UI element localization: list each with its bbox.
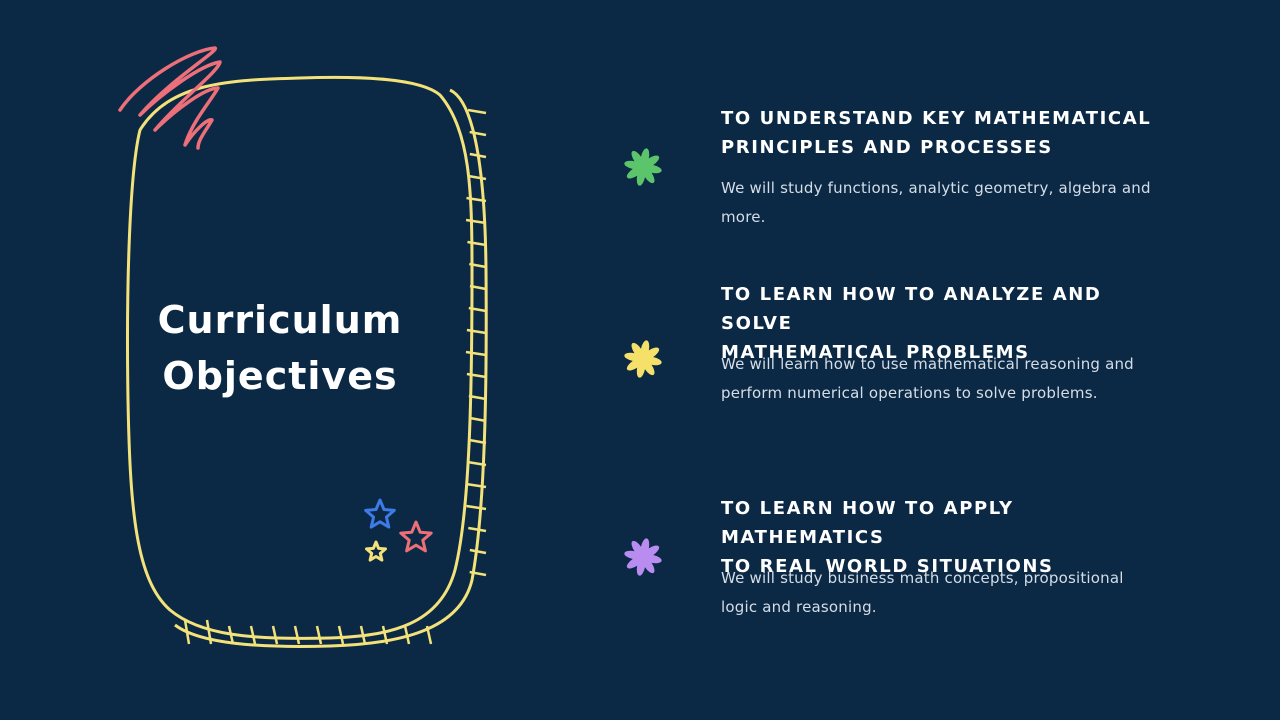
ladder-rung <box>465 218 487 225</box>
objective-heading-line-1: TO LEARN HOW TO ANALYZE AND SOLVE <box>721 284 1102 334</box>
title-line-1: Curriculum <box>157 298 403 342</box>
ladder-rung <box>469 262 487 269</box>
ladder-rung <box>469 570 487 577</box>
ladder-rung <box>469 130 487 137</box>
ladder-rung <box>403 625 411 645</box>
ladder-rung <box>469 438 487 445</box>
ladder-rung <box>337 625 345 645</box>
star-doodle-icon <box>399 520 433 553</box>
asterisk-doodle-icon <box>624 340 662 378</box>
frame-outline <box>126 75 474 640</box>
objective-heading-line-2: PRINCIPLES AND PROCESSES <box>721 137 1053 158</box>
ladder-rung <box>205 619 213 645</box>
ladder-rung <box>469 152 487 159</box>
ladder-rung <box>466 196 487 203</box>
ladder-rung <box>467 460 487 467</box>
ladder-rung <box>467 108 487 115</box>
ladder-rung <box>469 548 487 555</box>
scribble-doodle <box>118 46 222 150</box>
objective-description: We will learn how to use mathematical re… <box>721 355 1134 402</box>
ladder-rung <box>227 625 235 645</box>
slide-title: Curriculum Objectives <box>130 292 430 404</box>
asterisk-doodle-icon <box>624 148 662 186</box>
objective-heading: TO LEARN HOW TO APPLY MATHEMATICS TO REA… <box>721 494 1171 581</box>
ladder-rung <box>466 328 487 335</box>
frame-ladder-rungs <box>183 108 487 645</box>
star-doodle-icon <box>365 540 387 562</box>
objective-description: We will study functions, analytic geomet… <box>721 179 1151 226</box>
doodle-frame <box>118 46 488 648</box>
ladder-rung <box>465 482 487 489</box>
ladder-rung <box>468 394 487 401</box>
asterisk-center <box>637 353 649 365</box>
ladder-rung <box>271 625 279 645</box>
ladder-rung <box>465 350 487 357</box>
ladder-rung <box>466 372 487 379</box>
title-line-2: Objectives <box>162 354 398 398</box>
frame-offset <box>174 88 488 648</box>
ladder-rung <box>466 504 487 511</box>
objective-heading-line-2: TO REAL WORLD SITUATIONS <box>721 556 1054 577</box>
ladder-rung <box>425 625 433 645</box>
objective-heading-line-1: TO LEARN HOW TO APPLY MATHEMATICS <box>721 498 1014 548</box>
stars-group <box>364 498 433 562</box>
ladder-rung <box>249 625 257 645</box>
asterisk-center <box>637 161 649 173</box>
objective-heading: TO UNDERSTAND KEY MATHEMATICAL PRINCIPLE… <box>721 104 1171 162</box>
asterisk-center <box>637 551 649 563</box>
ladder-rung <box>183 619 191 645</box>
ladder-rung <box>468 174 487 181</box>
ladder-rung <box>467 240 487 247</box>
objective-heading-line-2: MATHEMATICAL PROBLEMS <box>721 342 1030 363</box>
ladder-rung <box>469 416 487 423</box>
objective-heading-line-1: TO UNDERSTAND KEY MATHEMATICAL <box>721 108 1152 129</box>
ladder-rung <box>468 526 487 533</box>
ladder-rung <box>359 625 367 645</box>
ladder-rung <box>468 306 487 313</box>
star-doodle-icon <box>364 498 396 529</box>
ladder-rung <box>469 284 487 291</box>
objective-heading: TO LEARN HOW TO ANALYZE AND SOLVE MATHEM… <box>721 280 1171 367</box>
ladder-rung <box>293 625 301 645</box>
asterisk-doodle-icon <box>624 538 662 576</box>
objective-description: We will study business math concepts, pr… <box>721 569 1124 616</box>
ladder-rung <box>381 625 389 645</box>
ladder-rung <box>315 625 323 645</box>
